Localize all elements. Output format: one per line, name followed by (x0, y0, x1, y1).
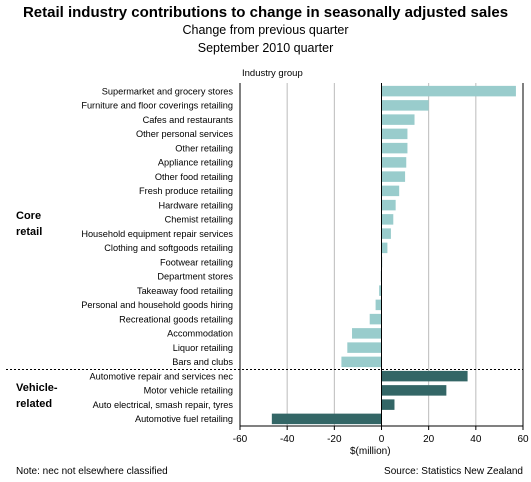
x-tick-label: 40 (470, 434, 482, 445)
bar (375, 299, 382, 311)
source-note: Source: Statistics New Zealand (384, 466, 523, 477)
category-label: Clothing and softgoods retailing (104, 243, 233, 253)
category-label: Takeaway food retailing (137, 286, 233, 296)
bar (381, 157, 407, 168)
chart-period: September 2010 quarter (197, 41, 334, 55)
category-label: Motor vehicle retailing (144, 386, 233, 396)
category-label: Bars and clubs (172, 357, 233, 367)
category-label: Supermarket and grocery stores (102, 86, 234, 96)
core-retail-group-label: Core retail (16, 208, 42, 240)
bar (381, 370, 468, 382)
bar (381, 214, 394, 225)
core-label-line2: retail (16, 226, 43, 238)
x-tick-label: 20 (423, 434, 435, 445)
bar (381, 128, 408, 140)
bar (381, 171, 406, 182)
category-label: Other personal services (136, 129, 233, 139)
x-tick-label: -40 (280, 434, 295, 445)
industry-group-header: Industry group (242, 68, 303, 79)
footnote: Note: nec not elsewhere classified (16, 466, 168, 477)
category-label: Hardware retailing (158, 200, 233, 210)
bar (381, 100, 429, 111)
category-label: Chemist retailing (165, 215, 233, 225)
axes: -60 -40 -20 0 20 40 60 (6, 83, 529, 445)
category-label: Household equipment repair services (81, 229, 233, 239)
bar (352, 328, 382, 339)
category-label: Furniture and floor coverings retailing (81, 101, 233, 111)
category-label: Other food retailing (155, 172, 233, 182)
chart-title: Retail industry contributions to change … (22, 4, 509, 21)
category-label: Automotive repair and services nec (90, 371, 234, 381)
bars (271, 85, 516, 425)
vehicle-related-group-label: Vehicle- related (16, 380, 58, 412)
x-tick-label: 0 (379, 434, 385, 445)
category-label: Recreational goods retailing (119, 314, 233, 324)
vehicle-label-line1: Vehicle- (16, 382, 58, 394)
bar (381, 385, 447, 396)
category-label: Automotive fuel retailing (135, 414, 233, 424)
bar (381, 114, 415, 125)
category-label: Cafes and restaurants (143, 115, 234, 125)
category-label: Auto electrical, smash repair, tyres (93, 400, 234, 410)
x-tick-label: -20 (327, 434, 342, 445)
category-label: Fresh produce retailing (139, 186, 233, 196)
category-label: Accommodation (167, 329, 233, 339)
category-label: Appliance retailing (158, 158, 233, 168)
bar (381, 399, 395, 410)
category-label: Personal and household goods hiring (81, 300, 233, 310)
core-label-line1: Core (16, 210, 42, 222)
category-label: Other retailing (175, 143, 233, 153)
bar (381, 85, 516, 97)
bar (381, 142, 408, 154)
x-tick-label: 60 (517, 434, 529, 445)
category-labels: Supermarket and grocery stores Furniture … (81, 86, 233, 424)
bar (381, 242, 388, 254)
bar (347, 342, 382, 353)
bar (381, 185, 400, 197)
bar (369, 313, 382, 325)
bar (341, 356, 382, 368)
chart-subtitle: Change from previous quarter (182, 23, 349, 37)
category-label: Footwear retailing (160, 257, 233, 267)
vehicle-label-line2: related (16, 398, 53, 410)
category-label: Department stores (157, 272, 233, 282)
bar (271, 413, 382, 425)
bar (381, 199, 396, 211)
bar (379, 285, 382, 296)
bar (381, 228, 391, 239)
x-axis-label: $(million) (350, 446, 391, 457)
x-tick-label: -60 (233, 434, 248, 445)
category-label: Liquor retailing (173, 343, 233, 353)
